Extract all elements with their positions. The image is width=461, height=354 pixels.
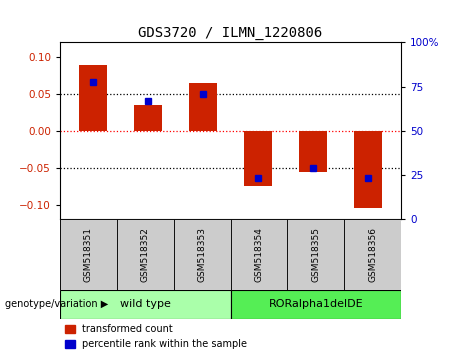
- Bar: [117, 219, 174, 290]
- Bar: [230, 290, 401, 319]
- Text: GSM518355: GSM518355: [311, 227, 320, 282]
- Text: GSM518356: GSM518356: [368, 227, 377, 282]
- Title: GDS3720 / ILMN_1220806: GDS3720 / ILMN_1220806: [138, 26, 323, 40]
- Text: GSM518353: GSM518353: [198, 227, 207, 282]
- Bar: [60, 219, 117, 290]
- Bar: [287, 219, 344, 290]
- Text: GSM518352: GSM518352: [141, 227, 150, 282]
- Bar: [344, 219, 401, 290]
- Text: GSM518351: GSM518351: [84, 227, 93, 282]
- Bar: [355, 131, 382, 209]
- Text: RORalpha1delDE: RORalpha1delDE: [268, 299, 363, 309]
- Text: GSM518354: GSM518354: [254, 227, 263, 282]
- Bar: [60, 290, 230, 319]
- Text: wild type: wild type: [120, 299, 171, 309]
- Bar: [174, 219, 230, 290]
- Bar: [189, 83, 217, 131]
- Bar: [134, 105, 162, 131]
- Legend: transformed count, percentile rank within the sample: transformed count, percentile rank withi…: [65, 324, 247, 349]
- Text: genotype/variation ▶: genotype/variation ▶: [5, 299, 108, 309]
- Bar: [230, 219, 287, 290]
- Bar: [244, 131, 272, 186]
- Bar: [79, 65, 106, 131]
- Bar: [299, 131, 327, 172]
